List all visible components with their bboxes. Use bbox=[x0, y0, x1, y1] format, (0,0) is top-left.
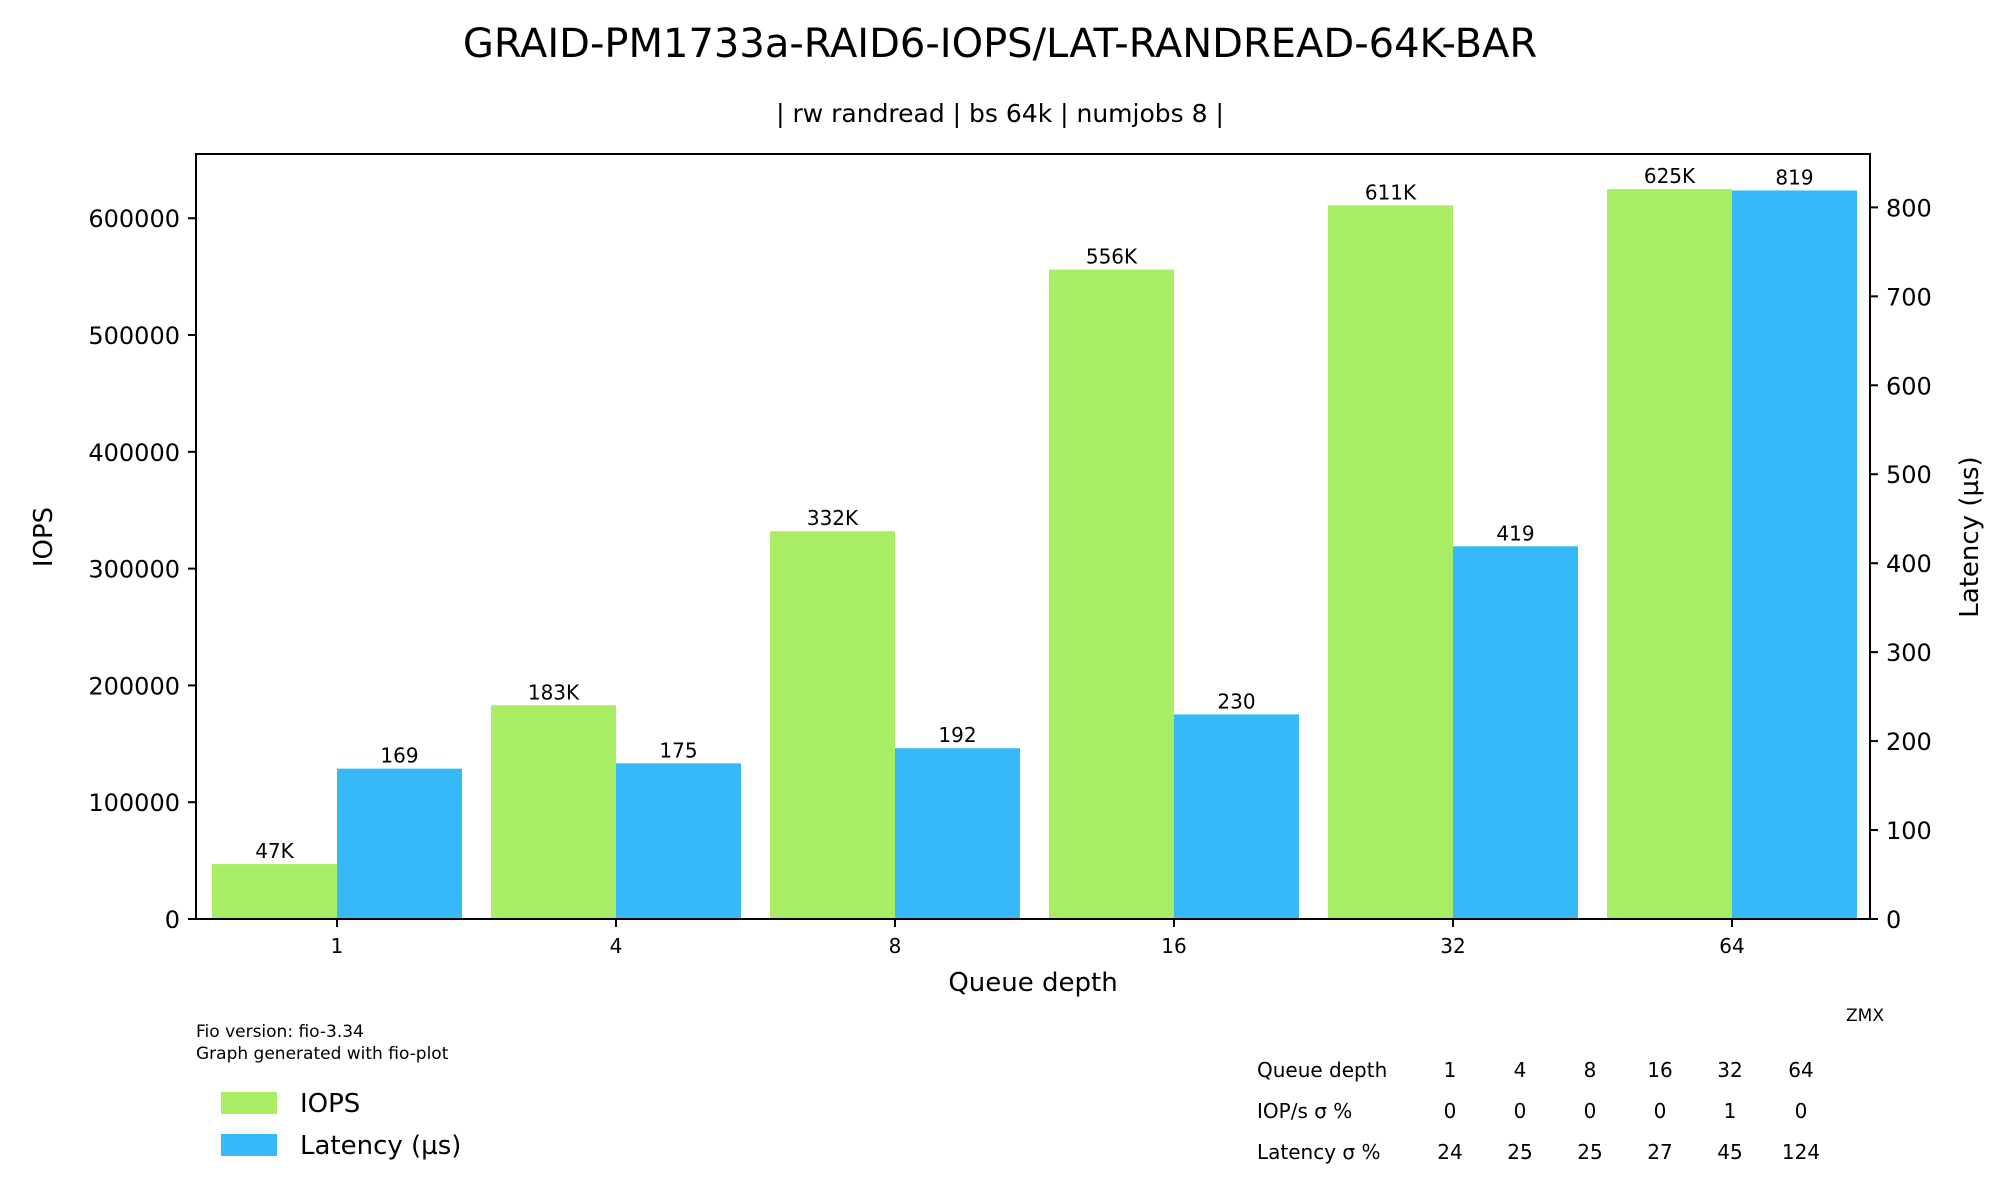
y2-tick-label-400: 400 bbox=[1886, 550, 1932, 578]
bar-latency-qd64 bbox=[1732, 190, 1857, 919]
chart-subtitle: | rw randread | bs 64k | numjobs 8 | bbox=[776, 99, 1224, 128]
bar-label-iops-qd4: 183K bbox=[528, 680, 580, 704]
x-tick-label-32: 32 bbox=[1440, 934, 1465, 958]
y2-axis-label: Latency (µs) bbox=[1955, 456, 1985, 617]
table-cell: 32 bbox=[1717, 1058, 1742, 1082]
chart-title: GRAID-PM1733a-RAID6-IOPS/LAT-RANDREAD-64… bbox=[463, 21, 1537, 67]
x-tick-label-1: 1 bbox=[331, 934, 344, 958]
table-cell: 25 bbox=[1507, 1140, 1532, 1164]
watermark-text: ZMX bbox=[1846, 1006, 1884, 1026]
table-cell: 25 bbox=[1577, 1140, 1602, 1164]
legend-swatch-iops bbox=[221, 1092, 277, 1114]
table-cell: 27 bbox=[1647, 1140, 1672, 1164]
x-tick-label-4: 4 bbox=[610, 934, 623, 958]
table-cell: 124 bbox=[1782, 1140, 1820, 1164]
bars-group bbox=[212, 189, 1857, 920]
bar-label-latency-qd64: 819 bbox=[1775, 165, 1813, 189]
table-cell: 1 bbox=[1444, 1058, 1457, 1082]
bar-label-latency-qd16: 230 bbox=[1217, 689, 1255, 713]
x-tick-label-64: 64 bbox=[1719, 934, 1744, 958]
table-cell: 16 bbox=[1647, 1058, 1672, 1082]
bar-label-iops-qd1: 47K bbox=[255, 839, 294, 863]
table-row-label: Queue depth bbox=[1257, 1058, 1387, 1082]
bar-label-latency-qd8: 192 bbox=[938, 723, 976, 747]
y-tick-label-600000: 600000 bbox=[88, 205, 180, 233]
y-tick-label-300000: 300000 bbox=[88, 556, 180, 584]
table-cell: 64 bbox=[1788, 1058, 1813, 1082]
bar-latency-qd8 bbox=[895, 748, 1020, 919]
x-axis-ticks: 1 4 8 16 32 64 bbox=[331, 919, 1745, 958]
y-tick-label-100000: 100000 bbox=[88, 789, 180, 817]
y2-tick-label-500: 500 bbox=[1886, 461, 1932, 489]
y-tick-label-400000: 400000 bbox=[88, 439, 180, 467]
bar-iops-qd32 bbox=[1328, 205, 1453, 920]
x-tick-label-8: 8 bbox=[889, 934, 902, 958]
y2-tick-label-700: 700 bbox=[1886, 283, 1932, 311]
y-tick-label-200000: 200000 bbox=[88, 672, 180, 700]
legend: IOPS Latency (µs) bbox=[221, 1089, 461, 1161]
table-cell: 0 bbox=[1654, 1099, 1667, 1123]
plot-frame bbox=[195, 153, 1871, 920]
table-cell: 4 bbox=[1514, 1058, 1527, 1082]
table-cell: 0 bbox=[1514, 1099, 1527, 1123]
x-axis-label: Queue depth bbox=[948, 968, 1117, 998]
bar-latency-qd16 bbox=[1174, 714, 1299, 919]
table-cell: 0 bbox=[1584, 1099, 1597, 1123]
stats-table: Queue depth 1 4 8 16 32 64 IOP/s σ % 0 0 0 0 1 0 Laten… bbox=[1257, 1058, 1820, 1164]
bar-label-iops-qd16: 556K bbox=[1086, 245, 1138, 269]
legend-swatch-latency bbox=[221, 1134, 277, 1156]
y-tick-label-0: 0 bbox=[165, 906, 180, 934]
y2-axis-ticks: 0 100 200 300 400 500 600 700 800 bbox=[1870, 194, 1932, 934]
legend-label-iops: IOPS bbox=[300, 1089, 360, 1119]
bar-labels-group: 47K 169 183K 175 332K 192 556K 230 611K 419 625K 81… bbox=[255, 164, 1813, 863]
table-cell: 45 bbox=[1717, 1140, 1742, 1164]
bar-latency-qd1 bbox=[337, 768, 462, 919]
bar-iops-qd64 bbox=[1607, 189, 1732, 920]
table-row-label: IOP/s σ % bbox=[1257, 1099, 1352, 1123]
table-cell: 1 bbox=[1724, 1099, 1737, 1123]
table-cell: 8 bbox=[1584, 1058, 1597, 1082]
fio-plot-note: Graph generated with fio-plot bbox=[196, 1044, 449, 1064]
table-cell: 0 bbox=[1444, 1099, 1457, 1123]
y2-tick-label-300: 300 bbox=[1886, 639, 1932, 667]
table-cell: 0 bbox=[1795, 1099, 1808, 1123]
y-tick-label-500000: 500000 bbox=[88, 322, 180, 350]
bar-latency-qd4 bbox=[616, 763, 741, 919]
bar-label-iops-qd8: 332K bbox=[807, 506, 859, 530]
y2-tick-label-600: 600 bbox=[1886, 372, 1932, 400]
y2-tick-label-800: 800 bbox=[1886, 194, 1932, 222]
bar-iops-qd16 bbox=[1049, 269, 1174, 919]
bar-label-latency-qd32: 419 bbox=[1496, 521, 1534, 545]
y2-tick-label-100: 100 bbox=[1886, 817, 1932, 845]
bar-label-iops-qd64: 625K bbox=[1644, 164, 1696, 188]
y-axis-ticks: 0 100000 200000 300000 400000 500000 600000 bbox=[88, 205, 196, 934]
bar-iops-qd1 bbox=[212, 864, 337, 919]
bar-label-latency-qd4: 175 bbox=[659, 738, 697, 762]
y2-tick-label-0: 0 bbox=[1886, 906, 1901, 934]
table-row-label: Latency σ % bbox=[1257, 1140, 1380, 1164]
bar-iops-qd8 bbox=[770, 531, 895, 919]
legend-label-latency: Latency (µs) bbox=[300, 1131, 461, 1161]
y-axis-label: IOPS bbox=[29, 507, 59, 567]
bar-label-iops-qd32: 611K bbox=[1365, 180, 1417, 204]
table-cell: 24 bbox=[1437, 1140, 1462, 1164]
bar-label-latency-qd1: 169 bbox=[380, 744, 418, 768]
x-tick-label-16: 16 bbox=[1161, 934, 1186, 958]
y2-tick-label-200: 200 bbox=[1886, 728, 1932, 756]
bar-iops-qd4 bbox=[491, 705, 616, 919]
fio-version-note: Fio version: fio-3.34 bbox=[196, 1022, 364, 1042]
bar-latency-qd32 bbox=[1453, 546, 1578, 919]
